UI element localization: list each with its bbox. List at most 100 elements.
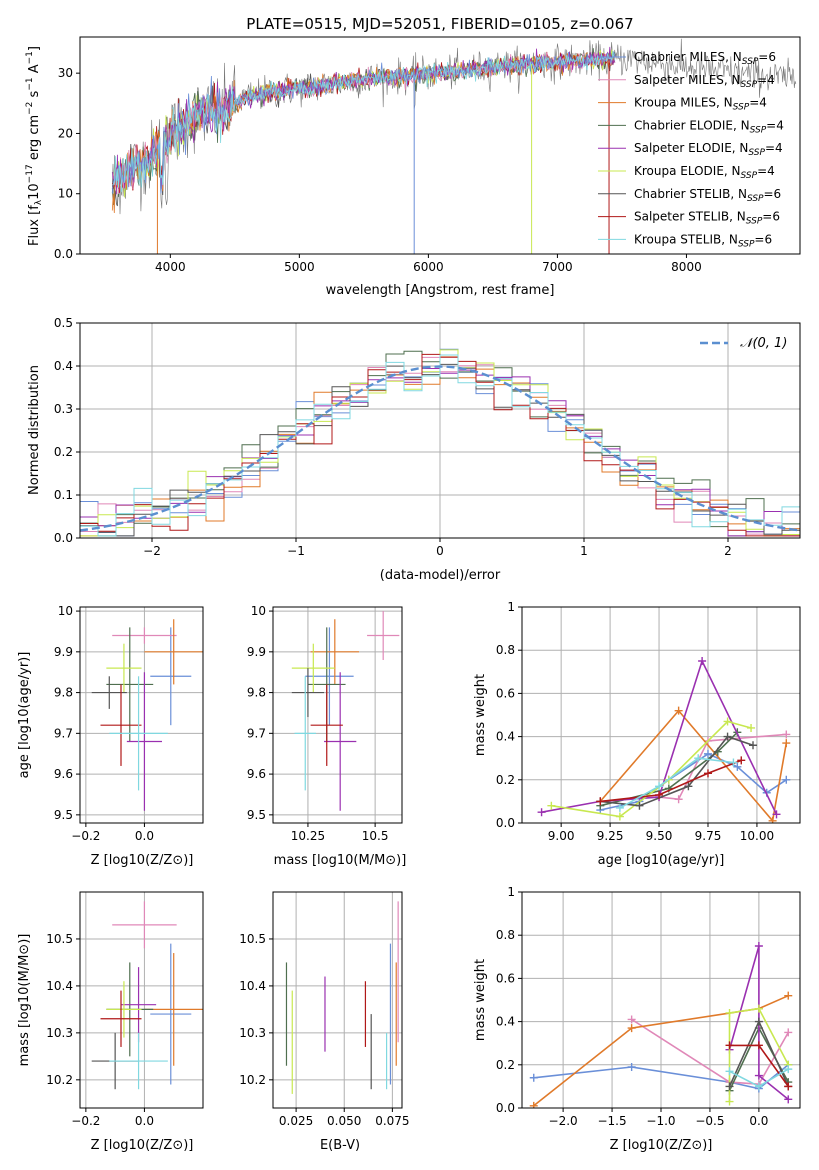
legend-nssp: =4	[757, 164, 775, 178]
y-axis-label: mass [log10(M/M⊙)]	[17, 934, 32, 1067]
y-tick-label: 10	[251, 604, 266, 618]
figure-title: PLATE=0515, MJD=52051, FIBERID=0105, z=0…	[246, 15, 633, 33]
marker-salpeter_stelib	[596, 797, 605, 806]
y-tick-label: 9.9	[54, 645, 73, 659]
x-tick-label: 10.25	[291, 829, 325, 843]
spectrum-frame: 4000 5000 6000 7000 8000 0.0 10 20 30 wavelength …	[25, 36, 801, 298]
marker-chabrier_miles	[627, 1062, 636, 1071]
mass_vs_EBV-axes	[273, 892, 402, 1108]
legend-label-chabrier_stelib: Chabrier STELIB, NSSP=6	[634, 187, 781, 204]
legend-main: Chabrier STELIB, N	[634, 187, 747, 201]
legend-label-kroupa_miles: Kroupa MILES, NSSP=4	[634, 96, 767, 113]
plot-frame	[521, 606, 801, 824]
x-tick-label: 1	[580, 544, 588, 558]
marker-chabrier_miles	[529, 1073, 538, 1082]
plots: 4000 5000 6000 7000 80000.0102030wavelength …	[17, 36, 801, 1153]
legend-nssp: =6	[758, 50, 776, 64]
marker-chabrier_stelib	[723, 732, 732, 741]
y-tick-label: 10.3	[239, 1026, 266, 1040]
x-tick-label: 0.0	[135, 829, 154, 843]
y-tick-label: 0.4	[496, 1015, 515, 1029]
x-tick-label: 0.0	[749, 1114, 768, 1128]
legend-main: Chabrier ELODIE, N	[634, 118, 750, 132]
legend-nssp: =6	[762, 210, 780, 224]
x-tick-label: 0.025	[279, 1114, 313, 1128]
marker-chabrier_stelib	[754, 1017, 763, 1026]
x-tick-label: −1.0	[646, 1114, 675, 1128]
marker-kroupa_stelib	[655, 782, 664, 791]
y-tick-label: 0.2	[54, 445, 73, 459]
y-tick-label: 0.3	[54, 402, 73, 416]
spectrum-marks	[111, 38, 797, 254]
legend-label-normal: 𝒩(0, 1)	[740, 336, 787, 351]
x-tick-label: −1	[287, 544, 305, 558]
legend-nssp: =4	[765, 141, 783, 155]
x-tick-label: 0	[436, 544, 444, 558]
plot-frame	[79, 606, 204, 824]
marker-kroupa_stelib	[615, 803, 624, 812]
model-spectrum-salpeter_elodie	[111, 46, 616, 195]
marker-chabrier_stelib	[684, 782, 693, 791]
marker-kroupa_elodie	[723, 717, 732, 726]
legend-main: Salpeter MILES, N	[634, 73, 741, 87]
y-axis-label: mass weight	[473, 674, 488, 756]
marker-salpeter_stelib	[754, 1041, 763, 1050]
y-tick-label: 0.5	[54, 316, 73, 330]
y-tick-label: 10.5	[46, 932, 73, 946]
y-tick-label: 0.8	[496, 928, 515, 942]
plot-frame	[79, 36, 801, 255]
y-tick-label: 9.7	[247, 726, 266, 740]
weight-line-salpeter_miles	[631, 1018, 789, 1086]
legend-nssp: =6	[764, 187, 782, 201]
age_vs_mass-frame: 10.25 10.5 9.5 9.6 9.7 9.8 9.9 10 mass [log10(M/…	[247, 604, 406, 868]
model-spectrum-kroupa_stelib	[112, 51, 616, 193]
marker-salpeter_elodie	[784, 1095, 793, 1104]
y-tick-label: 1	[507, 885, 515, 899]
x-tick-label: 0.0	[135, 1114, 154, 1128]
marker-salpeter_miles	[782, 730, 791, 739]
marker-kroupa_miles	[782, 739, 791, 748]
marker-kroupa_elodie	[615, 812, 624, 821]
legend-sub: SSP	[741, 80, 758, 90]
weight-line-kroupa_elodie	[728, 1007, 790, 1102]
marker-kroupa_stelib	[729, 758, 738, 767]
x-tick-label: 4000	[155, 260, 186, 274]
y-tick-label: 0.0	[496, 1101, 515, 1115]
x-tick-label: 5000	[284, 260, 315, 274]
x-tick-label: −0.2	[71, 1114, 100, 1128]
y-tick-label: 9.6	[247, 767, 266, 781]
x-tick-label: −1.5	[597, 1114, 626, 1128]
age_vs_Z-frame: −0.2 0.0 9.5 9.6 9.7 9.8 9.9 10 Z [log10(Z/Z⊙)] a…	[17, 604, 204, 868]
marker-chabrier_stelib	[749, 741, 758, 750]
x-tick-label: 10.00	[740, 829, 774, 843]
x-tick-label: 10.5	[362, 829, 389, 843]
legend-label-salpeter_miles: Salpeter MILES, NSSP=4	[634, 73, 775, 90]
x-tick-label: 0.075	[375, 1114, 409, 1128]
marker-kroupa_stelib	[754, 1082, 763, 1091]
y-tick-label: 30	[58, 66, 73, 80]
y-tick-label: 9.9	[247, 645, 266, 659]
age_vs_mass-marks	[291, 611, 400, 811]
marker-chabrier_stelib	[725, 1082, 734, 1091]
y-tick-label: 1	[507, 600, 515, 614]
marker-kroupa_miles	[529, 1101, 538, 1108]
x-axis-label: (data-model)/error	[380, 568, 501, 583]
legend-sub: SSP	[748, 148, 765, 158]
x-tick-label: 0.050	[327, 1114, 361, 1128]
marker-kroupa_miles	[627, 1024, 636, 1033]
marker-kroupa_stelib	[725, 1067, 734, 1076]
y-tick-label: 0.4	[496, 730, 515, 744]
mass_vs_Z-marks	[91, 901, 203, 1090]
weight_vs_Z-frame: −2.0 −1.5 −1.0 −0.5 0.0 0.0 0.2 0.4 0.6 0.8 1 Z [lo…	[473, 885, 801, 1153]
marker-kroupa_elodie	[747, 723, 756, 732]
marker-salpeter_miles	[784, 1028, 793, 1037]
marker-salpeter_elodie	[754, 1071, 763, 1080]
legend-main: Kroupa ELODIE, N	[634, 164, 741, 178]
x-axis-label: Z [log10(Z/Z⊙)]	[91, 853, 194, 868]
marker-kroupa_elodie	[754, 1004, 763, 1013]
marker-chabrier_miles	[733, 762, 742, 771]
mass_vs_Z-axes	[80, 892, 203, 1108]
y-tick-label: 10	[58, 187, 73, 201]
y-tick-label: 0.0	[496, 816, 515, 830]
legend-nssp: =4	[757, 73, 775, 87]
